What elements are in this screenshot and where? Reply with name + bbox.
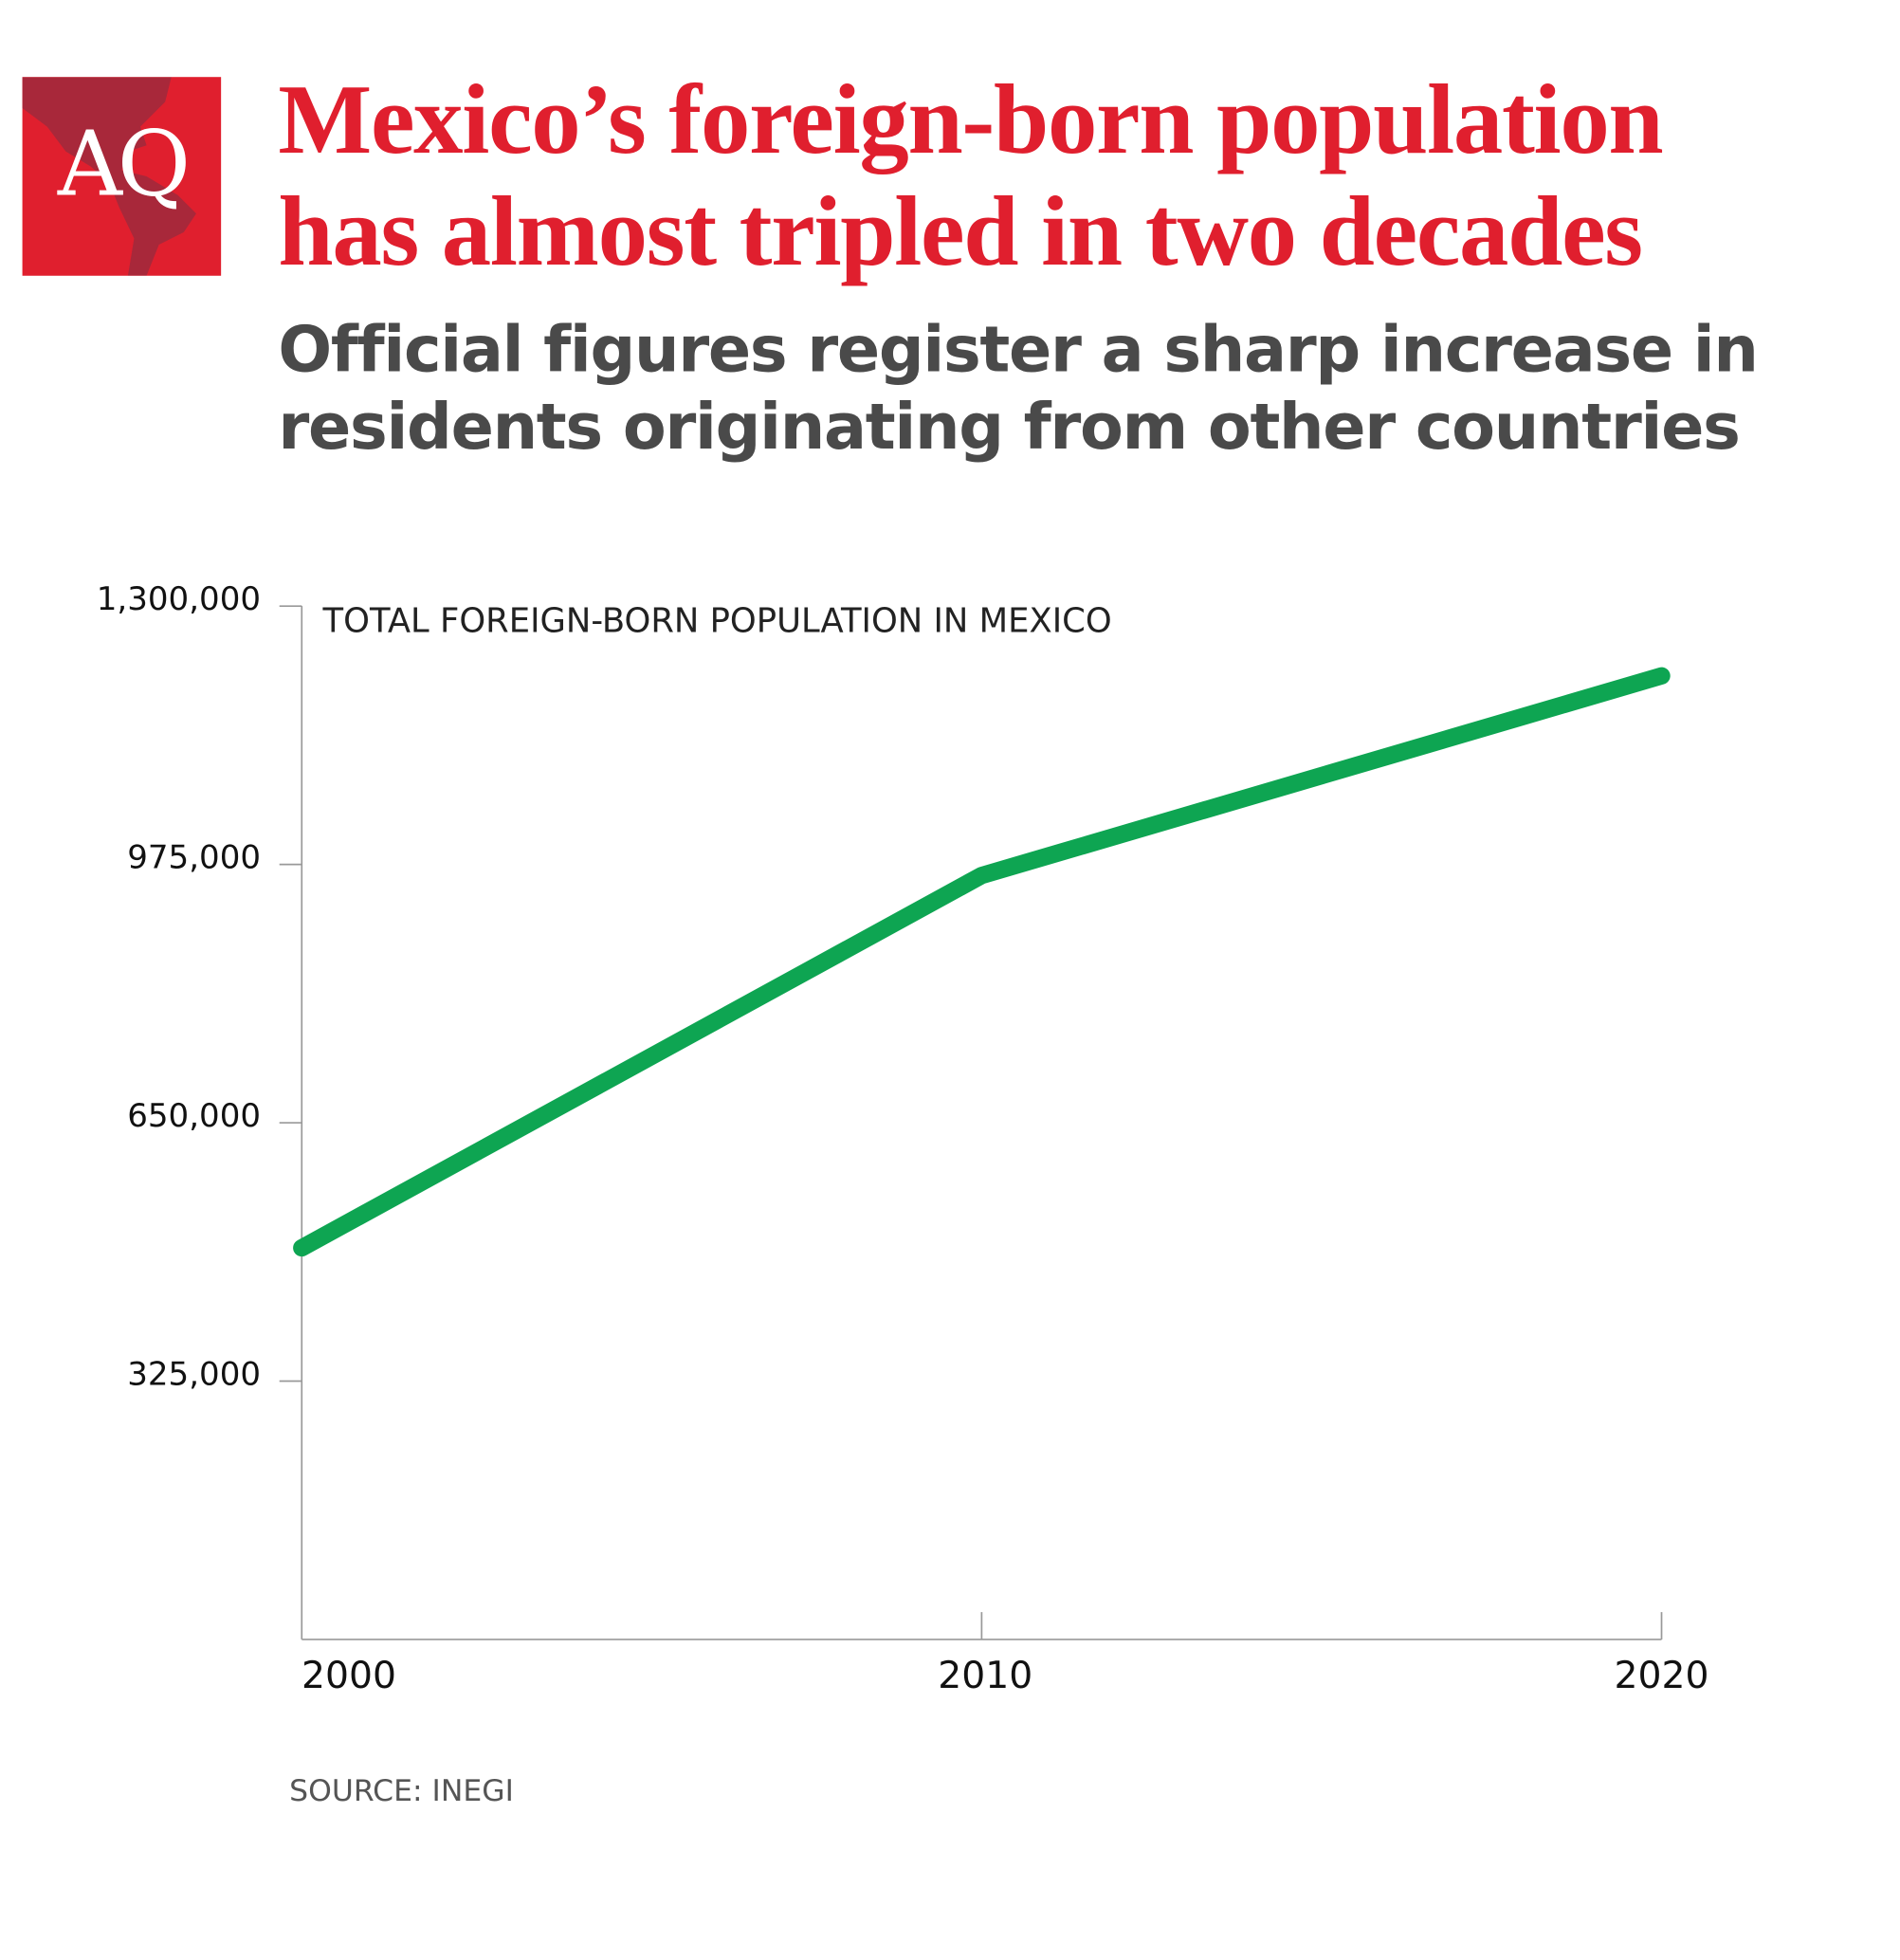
subtitle-line-2: residents originating from other countri… xyxy=(278,391,1740,465)
x-tick-label: 2010 xyxy=(938,1654,1033,1698)
logo-text: AQ xyxy=(57,111,191,216)
title-line-2: has almost tripled in two decades xyxy=(278,177,1643,287)
y-tick-label: 650,000 xyxy=(127,1097,262,1136)
y-tick-label: 975,000 xyxy=(127,839,262,877)
americas-map-icon xyxy=(22,77,196,276)
source-note: SOURCE: INEGI xyxy=(289,1773,514,1809)
chart-title: TOTAL FOREIGN-BORN POPULATION IN MEXICO xyxy=(322,602,1112,641)
y-tick-label: 1,300,000 xyxy=(96,580,262,619)
aq-logo: AQ xyxy=(22,77,222,276)
title-line-1: Mexico’s foreign-born population xyxy=(278,65,1663,175)
x-tick-label: 2020 xyxy=(1614,1654,1709,1698)
y-tick-label: 325,000 xyxy=(127,1356,262,1394)
series-line xyxy=(293,667,1671,1257)
x-tick-label: 2000 xyxy=(301,1654,397,1698)
subtitle-line-1: Official figures register a sharp increa… xyxy=(278,314,1759,388)
